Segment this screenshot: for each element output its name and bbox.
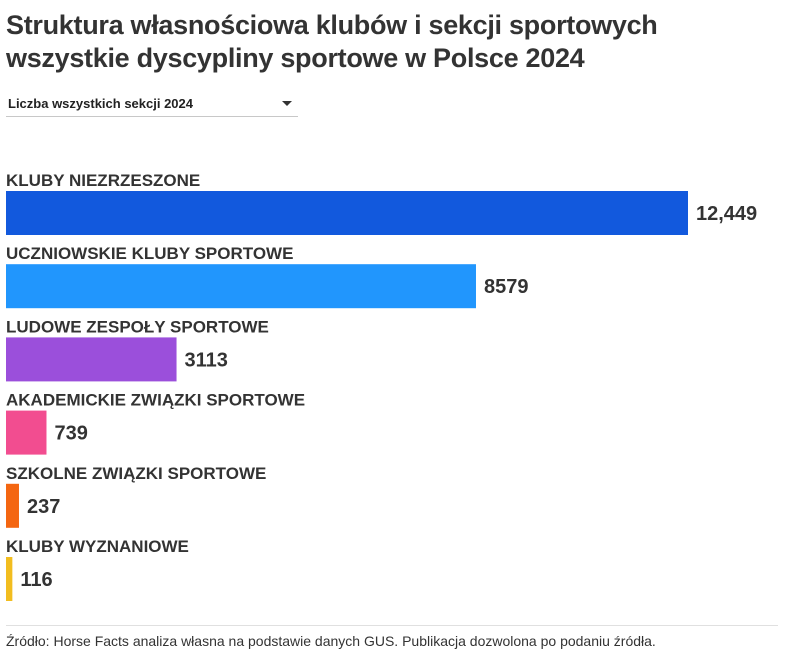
- category-label: KLUBY NIEZRZESZONE: [6, 171, 200, 190]
- chart-title: Struktura własnościowa klubów i sekcji s…: [6, 10, 658, 73]
- source-note: Źródło: Horse Facts analiza własna na po…: [6, 633, 656, 649]
- bar[interactable]: [6, 264, 476, 309]
- value-label: 237: [27, 496, 60, 518]
- chevron-down-icon[interactable]: [282, 101, 292, 106]
- value-label: 3113: [185, 349, 228, 371]
- category-label: KLUBY WYZNANIOWE: [6, 537, 189, 556]
- footer-divider: [6, 625, 778, 626]
- bar[interactable]: [6, 557, 13, 601]
- bar-chart: KLUBY NIEZRZESZONE 12,449 UCZNIOWSKIE KLUB…: [6, 171, 757, 601]
- value-label: 8579: [484, 276, 529, 298]
- value-label: 739: [54, 423, 87, 445]
- bar[interactable]: [6, 410, 47, 455]
- dropdown-selected-value: Liczba wszystkich sekcji 2024: [8, 96, 193, 111]
- category-label: LUDOWE ZESPOŁY SPORTOWE: [6, 317, 269, 336]
- bar[interactable]: [6, 191, 688, 235]
- value-label: 12,449: [696, 203, 757, 225]
- value-label: 116: [20, 569, 52, 591]
- bar[interactable]: [6, 337, 177, 382]
- metric-dropdown[interactable]: Liczba wszystkich sekcji 2024: [6, 91, 298, 117]
- bar[interactable]: [6, 483, 19, 528]
- category-label: SZKOLNE ZWIĄZKI SPORTOWE: [6, 464, 266, 483]
- category-label: UCZNIOWSKIE KLUBY SPORTOWE: [6, 244, 293, 263]
- category-label: AKADEMICKIE ZWIĄZKI SPORTOWE: [6, 391, 305, 410]
